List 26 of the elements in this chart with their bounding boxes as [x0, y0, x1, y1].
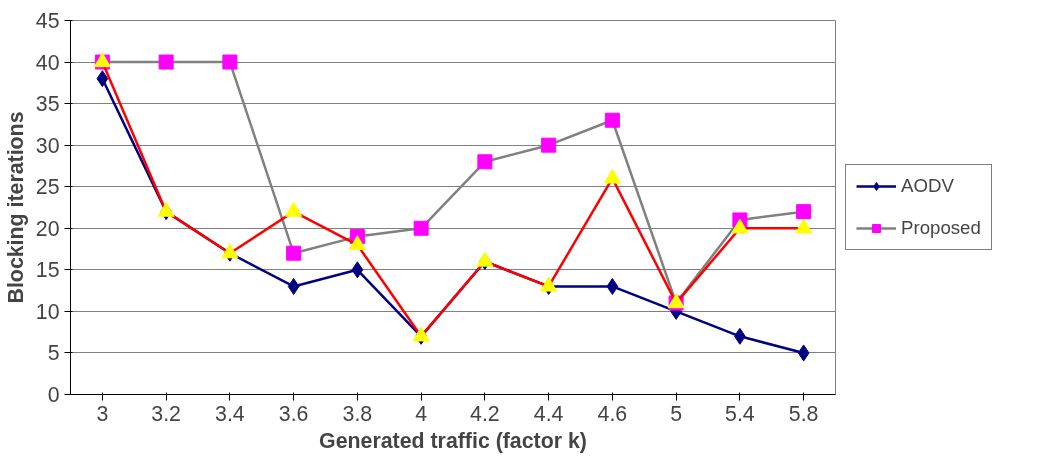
x-tick-label: 5	[670, 401, 683, 426]
x-axis-title: Generated traffic (factor k)	[319, 428, 587, 453]
x-tick-label: 3.2	[151, 401, 181, 426]
y-tick-label: 40	[35, 50, 60, 75]
y-tick-label: 15	[35, 258, 60, 283]
legend-label: AODV	[901, 175, 954, 197]
x-tick-label: 4	[415, 401, 428, 426]
y-tick-label: 10	[35, 299, 60, 324]
y-tick-label: 25	[35, 175, 60, 200]
y-tick-label: 0	[47, 383, 60, 407]
x-tick-label: 4.4	[533, 401, 564, 426]
x-tick-label: 4.2	[470, 401, 500, 426]
y-tick-label: 20	[35, 216, 60, 241]
x-tick-label: 5.8	[788, 401, 819, 426]
x-tick-label: 5.4	[725, 401, 755, 426]
x-tick-label: 4.6	[597, 401, 628, 426]
x-tick-label: 3.8	[342, 401, 373, 426]
y-tick-label: 45	[35, 9, 60, 33]
y-tick-label: 35	[35, 92, 60, 117]
y-tick-label: 5	[47, 341, 60, 366]
legend-label: Proposed	[901, 217, 981, 239]
x-tick-label: 3.6	[278, 401, 309, 426]
y-tick-label: 30	[35, 133, 60, 158]
x-tick-label: 3.4	[215, 401, 245, 426]
x-tick-label: 3	[96, 401, 109, 426]
y-axis-title: Blocking iterations	[3, 111, 28, 304]
